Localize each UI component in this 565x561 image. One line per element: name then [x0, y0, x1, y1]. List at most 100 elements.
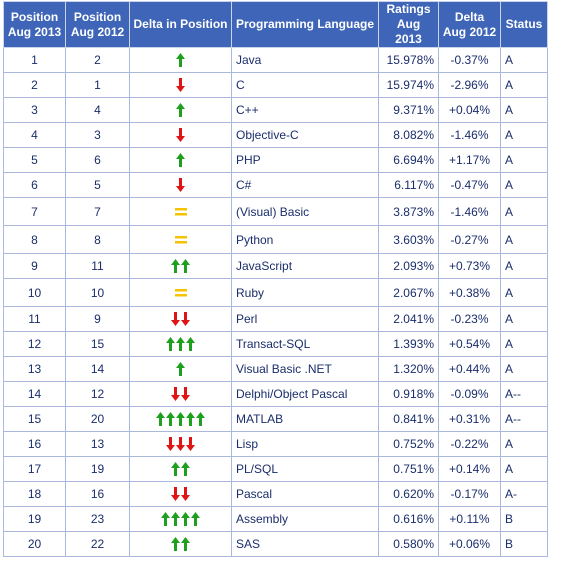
delta-position-cell [129, 506, 232, 532]
position-2013-cell: 10 [3, 278, 66, 307]
delta-rating-cell: -2.96% [438, 72, 501, 98]
delta-arrows [171, 536, 190, 552]
status-cell: A [500, 172, 548, 198]
delta-rating-cell: -0.22% [438, 431, 501, 457]
delta-rating-cell: -1.46% [438, 122, 501, 148]
status-cell: A [500, 306, 548, 332]
arrow-up-icon [181, 259, 190, 273]
arrow-up-icon [171, 512, 180, 526]
language-cell: Lisp [231, 431, 379, 457]
delta-arrows [171, 386, 190, 402]
position-2012-cell: 3 [65, 122, 130, 148]
arrow-up-icon [161, 512, 170, 526]
table-row: 1 2 Java 15.978% -0.37% A [3, 47, 548, 73]
delta-position-cell [129, 225, 232, 254]
position-2012-cell: 7 [65, 197, 130, 226]
status-cell: A [500, 225, 548, 254]
header-ratings: Ratings Aug 2013 [378, 1, 439, 48]
position-2012-cell: 23 [65, 506, 130, 532]
delta-rating-cell: +0.06% [438, 531, 501, 557]
arrow-up-icon [156, 412, 165, 426]
position-2013-cell: 11 [3, 306, 66, 332]
language-cell: Python [231, 225, 379, 254]
delta-arrows [174, 204, 187, 220]
language-cell: C [231, 72, 379, 98]
arrow-down-icon [181, 387, 190, 401]
table-row: 18 16 Pascal 0.620% -0.17% A- [3, 481, 548, 507]
header-position-2012: Position Aug 2012 [65, 1, 130, 48]
delta-arrows [161, 511, 200, 527]
delta-position-cell [129, 253, 232, 279]
position-2013-cell: 12 [3, 331, 66, 357]
ratings-cell: 0.841% [378, 406, 439, 432]
delta-arrows [176, 127, 185, 143]
arrow-down-icon [186, 437, 195, 451]
ratings-cell: 15.978% [378, 47, 439, 73]
language-cell: Perl [231, 306, 379, 332]
table-row: 20 22 SAS 0.580% +0.06% B [3, 531, 548, 557]
ratings-cell: 0.580% [378, 531, 439, 557]
delta-rating-cell: -0.09% [438, 381, 501, 407]
delta-arrows [166, 336, 195, 352]
delta-position-cell [129, 97, 232, 123]
status-cell: A- [500, 481, 548, 507]
position-2012-cell: 5 [65, 172, 130, 198]
delta-arrows [174, 232, 187, 248]
table-row: 14 12 Delphi/Object Pascal 0.918% -0.09% A-- [3, 381, 548, 407]
status-cell: A [500, 197, 548, 226]
language-cell: Visual Basic .NET [231, 356, 379, 382]
table-row: 3 4 C++ 9.371% +0.04% A [3, 97, 548, 123]
position-2013-cell: 17 [3, 456, 66, 482]
delta-arrows [176, 77, 185, 93]
table-row: 10 10 Ruby 2.067% +0.38% A [3, 278, 548, 307]
arrow-down-icon [176, 128, 185, 142]
language-cell: Transact-SQL [231, 331, 379, 357]
status-cell: A [500, 331, 548, 357]
status-cell: B [500, 531, 548, 557]
arrow-up-icon [166, 337, 175, 351]
status-cell: A [500, 356, 548, 382]
delta-rating-cell: -0.47% [438, 172, 501, 198]
arrow-down-icon [176, 437, 185, 451]
position-2013-cell: 16 [3, 431, 66, 457]
status-cell: A [500, 253, 548, 279]
delta-position-cell [129, 406, 232, 432]
position-2013-cell: 15 [3, 406, 66, 432]
arrow-down-icon [171, 387, 180, 401]
position-2013-cell: 4 [3, 122, 66, 148]
table-row: 19 23 Assembly 0.616% +0.11% B [3, 506, 548, 532]
delta-position-cell [129, 356, 232, 382]
ratings-cell: 1.393% [378, 331, 439, 357]
position-2013-cell: 20 [3, 531, 66, 557]
arrow-down-icon [176, 178, 185, 192]
delta-rating-cell: +0.44% [438, 356, 501, 382]
arrow-up-icon [176, 337, 185, 351]
arrow-up-icon [176, 153, 185, 167]
table-row: 5 6 PHP 6.694% +1.17% A [3, 147, 548, 173]
position-2013-cell: 13 [3, 356, 66, 382]
arrow-down-icon [181, 487, 190, 501]
arrow-up-icon [171, 259, 180, 273]
delta-arrows [171, 258, 190, 274]
ratings-cell: 0.620% [378, 481, 439, 507]
status-cell: A [500, 97, 548, 123]
status-cell: A [500, 122, 548, 148]
delta-position-cell [129, 47, 232, 73]
ratings-cell: 15.974% [378, 72, 439, 98]
status-cell: A [500, 278, 548, 307]
delta-arrows [176, 52, 185, 68]
position-2012-cell: 2 [65, 47, 130, 73]
position-2012-cell: 9 [65, 306, 130, 332]
position-2012-cell: 22 [65, 531, 130, 557]
language-cell: Pascal [231, 481, 379, 507]
position-2013-cell: 6 [3, 172, 66, 198]
arrow-up-icon [186, 412, 195, 426]
table-row: 6 5 C# 6.117% -0.47% A [3, 172, 548, 198]
equal-icon [174, 288, 187, 296]
header-status: Status [500, 1, 548, 48]
arrow-up-icon [176, 53, 185, 67]
position-2012-cell: 11 [65, 253, 130, 279]
language-cell: JavaScript [231, 253, 379, 279]
arrow-down-icon [181, 312, 190, 326]
delta-position-cell [129, 456, 232, 482]
